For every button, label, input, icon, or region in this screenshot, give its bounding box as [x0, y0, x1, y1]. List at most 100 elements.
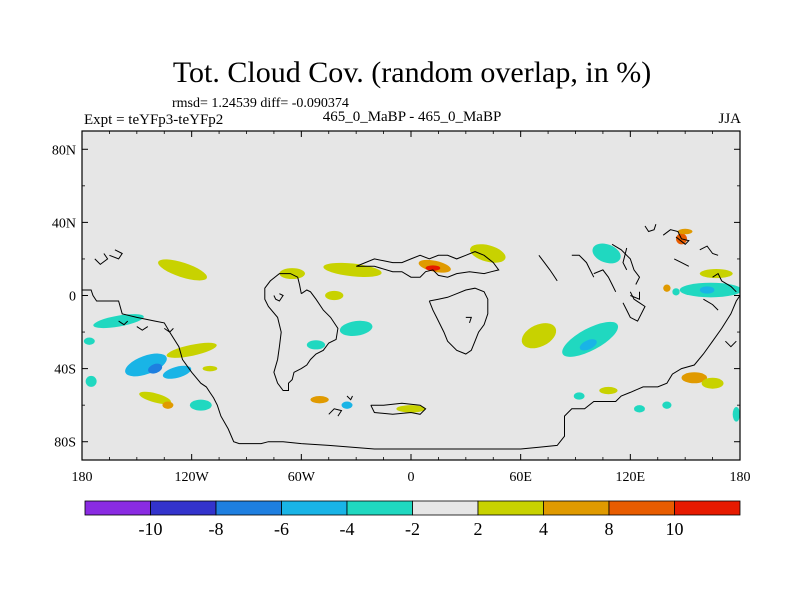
coastline — [273, 293, 284, 302]
anomaly-region — [599, 386, 618, 395]
anomaly-region — [677, 228, 693, 235]
coastline — [725, 340, 737, 348]
colorbar-label: 4 — [539, 519, 548, 539]
x-tick-label: 60W — [288, 470, 316, 485]
coastline — [662, 229, 690, 245]
colorbar-swatch — [215, 500, 282, 516]
coastline — [622, 291, 646, 322]
coastline — [593, 269, 617, 293]
x-tick-label: 60E — [509, 470, 532, 485]
coastline — [94, 253, 109, 266]
x-tick-label: 120W — [175, 470, 210, 485]
coastline — [346, 395, 353, 401]
x-tick-label: 180 — [72, 470, 93, 485]
anomaly-region — [663, 284, 671, 292]
colorbar-label: 2 — [474, 519, 483, 539]
anomaly-region — [85, 375, 97, 387]
coastline — [465, 316, 472, 324]
anomaly-region — [662, 401, 672, 409]
colorbar-swatch — [346, 500, 413, 516]
coastline — [136, 326, 149, 331]
coastline — [673, 258, 690, 267]
anomaly-region — [672, 288, 680, 296]
x-tick-label: 180 — [730, 470, 751, 485]
anomaly-region — [162, 401, 174, 409]
colorbar-swatch — [84, 500, 151, 516]
anomaly-region — [189, 399, 212, 411]
anomaly-region — [125, 353, 167, 377]
coastline — [644, 224, 657, 233]
anomaly-region — [699, 286, 715, 294]
colorbar-label: -4 — [340, 519, 355, 539]
coastline — [370, 402, 427, 415]
anomaly-region — [425, 265, 441, 271]
anomaly-region — [579, 339, 597, 351]
anomaly-region — [701, 377, 724, 389]
colorbar-swatch — [674, 500, 741, 516]
anomaly-region — [139, 391, 172, 404]
anomaly-region — [521, 323, 557, 349]
colorbar: -10 -8 -6 -4 -2 2 4 8 10 — [84, 500, 741, 539]
coastline — [630, 291, 640, 300]
anomaly-region — [341, 401, 353, 409]
coastline — [328, 408, 343, 417]
coastline — [712, 272, 737, 293]
colorbar-label: 10 — [666, 519, 684, 539]
coastline-layer — [82, 224, 740, 450]
anomaly-region — [93, 314, 144, 329]
coastline — [264, 273, 339, 391]
colorbar-swatch — [412, 500, 479, 516]
anomaly-region — [562, 321, 619, 357]
colorbar-label: -6 — [274, 519, 289, 539]
anomaly-region — [469, 244, 506, 263]
anomaly-region — [592, 243, 621, 264]
colorbar-swatch — [608, 500, 675, 516]
coastline — [703, 298, 719, 311]
coastline — [538, 254, 558, 282]
coastline — [699, 245, 719, 256]
y-tick-label: 80S — [54, 436, 76, 451]
stats-label: rmsd= 1.24539 diff= -0.090374 — [172, 96, 349, 111]
anomaly-region — [339, 320, 373, 336]
coastline — [571, 254, 595, 278]
anomaly-region — [166, 342, 217, 358]
coastline — [118, 320, 129, 326]
colorbar-swatch — [543, 500, 610, 516]
x-tick-label: 120E — [616, 470, 646, 485]
y-tick-label: 0 — [69, 290, 76, 305]
x-tick-label: 0 — [408, 470, 415, 485]
colorbar-label: -2 — [405, 519, 420, 539]
anomaly-region — [310, 396, 329, 404]
y-tick-label: 80N — [52, 143, 76, 158]
colorbar-swatch — [281, 500, 348, 516]
y-tick-label: 40S — [54, 363, 76, 378]
y-tick-label: 40N — [52, 216, 76, 231]
coastline — [109, 249, 123, 260]
anomaly-region — [573, 392, 585, 400]
period-label: 465_0_MaBP - 465_0_MaBP — [323, 109, 502, 125]
anomaly-region — [325, 290, 344, 301]
anomaly-region — [148, 363, 163, 374]
season-label: JJA — [718, 111, 741, 127]
anomaly-region — [162, 365, 192, 379]
anomaly-region — [633, 405, 645, 413]
anomaly-region — [396, 405, 426, 413]
anomaly-region — [681, 372, 708, 384]
anomaly-region — [699, 268, 733, 279]
chart-title: Tot. Cloud Cov. (random overlap, in %) — [173, 56, 651, 89]
anomaly-region — [306, 340, 326, 350]
anomaly-region — [279, 268, 305, 280]
coastline — [428, 287, 489, 355]
coastline — [622, 247, 628, 271]
experiment-label: Expt = teYFp3-teYFp2 — [84, 112, 223, 128]
anomaly-region — [202, 365, 218, 372]
anomaly-region — [732, 406, 740, 422]
anomaly-region — [83, 337, 95, 345]
coastline — [164, 327, 174, 333]
coastline — [611, 243, 641, 285]
anomaly-region — [158, 259, 207, 281]
anomaly-layer — [83, 228, 740, 422]
colorbar-swatch — [150, 500, 217, 516]
colorbar-label: -10 — [139, 519, 163, 539]
